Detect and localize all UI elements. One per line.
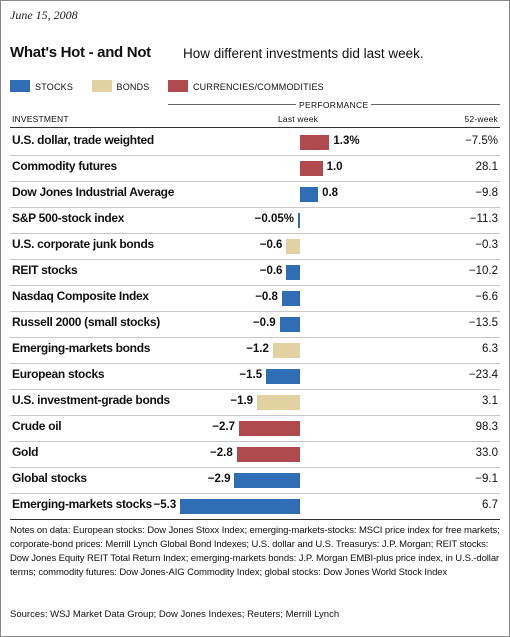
bar — [180, 499, 300, 514]
bar — [300, 161, 323, 176]
value-label: 1.3% — [333, 135, 360, 147]
value-label: −5.3 — [153, 499, 177, 511]
bar — [286, 265, 300, 280]
row-divider — [10, 467, 500, 468]
week52-value: −10.2 — [468, 265, 498, 277]
row-label: European stocks — [12, 367, 105, 381]
week52-value: −13.5 — [468, 317, 498, 329]
row-label: S&P 500-stock index — [12, 211, 125, 225]
row-label: U.S. dollar, trade weighted — [12, 133, 154, 147]
bar — [234, 473, 300, 488]
legend-item-stocks: STOCKS — [10, 79, 73, 93]
chart-title: What's Hot - and Not — [10, 44, 151, 61]
legend-swatch-currencies — [167, 80, 188, 92]
legend-label-bonds: BONDS — [116, 82, 150, 92]
notes: Notes on data: European stocks: Dow Jone… — [10, 525, 500, 578]
row-label: Gold — [12, 445, 39, 459]
performance-header-text: PERFORMANCE — [296, 100, 372, 110]
row-divider — [10, 389, 500, 390]
performance-header: PERFORMANCE — [296, 100, 372, 110]
row-label: U.S. corporate junk bonds — [12, 237, 154, 251]
week52-value: −0.3 — [475, 239, 498, 251]
bar — [236, 447, 300, 462]
week52-value: 33.0 — [475, 447, 498, 459]
notes-rule — [10, 519, 500, 520]
value-label: 0.8 — [322, 187, 339, 199]
value-label: −1.9 — [230, 395, 254, 407]
week52-value: −9.8 — [475, 187, 498, 199]
week52-header: 52-week — [464, 114, 498, 124]
bar — [300, 135, 330, 150]
value-label: −2.7 — [212, 421, 235, 433]
investment-header: INVESTMENT — [12, 114, 69, 124]
week52-value: −9.1 — [475, 473, 498, 485]
row-divider — [10, 207, 500, 208]
bar — [272, 343, 300, 358]
week52-value: 28.1 — [475, 161, 498, 173]
row-label: Nasdaq Composite Index — [12, 289, 149, 303]
row-label: Commodity futures — [12, 159, 117, 173]
row-divider — [10, 441, 500, 442]
week52-value: 3.1 — [482, 395, 498, 407]
week52-value: −11.3 — [469, 213, 498, 225]
week52-value: 6.3 — [482, 343, 498, 355]
value-label: 1.0 — [326, 161, 343, 173]
row-divider — [10, 311, 500, 312]
legend-swatch-bonds — [91, 80, 112, 92]
value-label: −0.6 — [259, 239, 283, 251]
legend-label-stocks: STOCKS — [35, 82, 74, 92]
week52-value: 98.3 — [475, 421, 498, 433]
header-rule — [10, 127, 500, 128]
row-label: U.S. investment-grade bonds — [12, 393, 170, 407]
bar — [286, 239, 300, 254]
value-label: −0.05% — [254, 213, 294, 225]
week52-value: 6.7 — [482, 499, 498, 511]
last-week-header: Last week — [278, 114, 319, 124]
legend-item-bonds: BONDS — [91, 79, 150, 93]
legend-label-currencies: CURRENCIES/COMMODITIES — [192, 82, 324, 92]
legend-swatch-stocks — [10, 80, 30, 92]
value-label: −1.5 — [239, 369, 263, 381]
date-line: June 15, 2008 — [10, 8, 78, 22]
chart-subtitle: How different investments did last week. — [183, 46, 424, 61]
row-label: Dow Jones Industrial Average — [12, 185, 175, 199]
week52-value: −23.4 — [468, 369, 498, 381]
row-divider — [10, 285, 500, 286]
value-label: −0.6 — [259, 265, 283, 277]
value-label: −2.9 — [207, 473, 231, 485]
row-divider — [10, 415, 500, 416]
legend-item-currencies: CURRENCIES/COMMODITIES — [167, 79, 324, 93]
row-divider — [10, 363, 500, 364]
row-divider — [10, 155, 500, 156]
bar — [298, 213, 300, 228]
row-divider — [10, 181, 500, 182]
value-label: −2.8 — [210, 447, 233, 459]
row-label: Crude oil — [12, 419, 62, 433]
row-divider — [10, 259, 500, 260]
row-label: REIT stocks — [12, 263, 78, 277]
value-label: −1.2 — [246, 343, 269, 355]
row-label: Global stocks — [12, 471, 87, 485]
bar — [257, 395, 300, 410]
bar — [266, 369, 300, 384]
row-divider — [10, 233, 500, 234]
row-label: Russell 2000 (small stocks) — [12, 315, 160, 329]
bar — [300, 187, 319, 202]
value-label: −0.9 — [252, 317, 276, 329]
row-label: Emerging-markets bonds — [12, 341, 151, 355]
week52-value: −6.6 — [475, 291, 498, 303]
value-label: −0.8 — [255, 291, 278, 303]
legend: STOCKS BONDS CURRENCIES/COMMODITIES — [10, 79, 338, 93]
row-label: Emerging-markets stocks — [12, 497, 152, 511]
bar — [281, 291, 300, 306]
bar — [279, 317, 300, 332]
sources: Sources: WSJ Market Data Group; Dow Jone… — [10, 609, 340, 620]
week52-value: −7.5% — [465, 135, 498, 147]
row-divider — [10, 493, 500, 494]
bar — [238, 421, 300, 436]
row-divider — [10, 337, 500, 338]
